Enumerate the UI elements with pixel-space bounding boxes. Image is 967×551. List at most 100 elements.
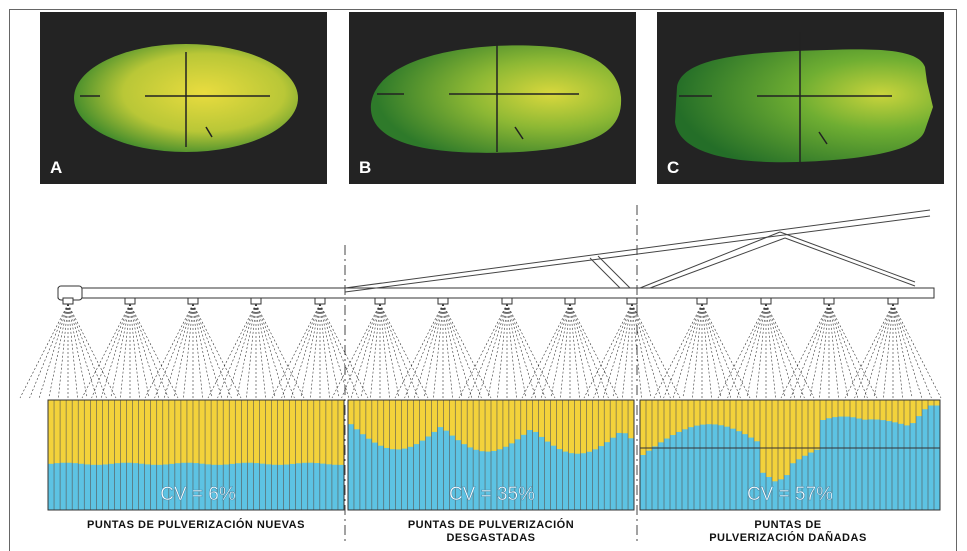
spray-ray xyxy=(379,303,419,399)
spray-ray xyxy=(129,303,169,399)
histogram-bar xyxy=(820,419,826,510)
spray-ray xyxy=(809,303,830,399)
spray-ray xyxy=(506,303,546,399)
nozzle-icon xyxy=(374,297,386,305)
spray-ray xyxy=(173,303,194,399)
spray-ray xyxy=(67,303,78,399)
histogram-bar xyxy=(235,463,242,510)
histogram-bar xyxy=(760,472,766,510)
histogram-bar xyxy=(217,464,224,510)
histogram-bar xyxy=(259,463,266,510)
spray-ray xyxy=(550,303,571,399)
histogram-bar xyxy=(479,451,486,510)
spray-ray xyxy=(413,303,444,399)
histogram-bar xyxy=(574,453,581,510)
spray-ray xyxy=(129,303,179,399)
photo-label-b: B xyxy=(359,158,372,177)
spray-ray xyxy=(442,303,492,399)
histogram-bar xyxy=(916,416,922,510)
histogram-bar xyxy=(568,453,575,510)
spray-ray xyxy=(521,303,571,399)
histogram-bar xyxy=(108,463,115,510)
histogram-bar xyxy=(114,463,121,510)
spray-ray xyxy=(631,303,652,399)
distribution-histograms xyxy=(47,399,941,511)
histogram-bar xyxy=(748,437,754,510)
caption-worn-line1: PUNTAS DE PULVERIZACIÓN xyxy=(407,519,575,531)
spray-ray xyxy=(663,303,703,399)
histogram-bar xyxy=(862,419,868,510)
spray-ray xyxy=(236,303,257,399)
histogram-bar xyxy=(580,453,587,510)
spray-fan xyxy=(653,303,751,399)
histogram-bar xyxy=(348,424,354,510)
spray-ray xyxy=(622,303,633,399)
nozzle-icon xyxy=(501,297,513,305)
spray-ray xyxy=(692,303,703,399)
histogram-bar xyxy=(526,430,533,510)
histogram-bar xyxy=(730,428,736,510)
spray-ray xyxy=(192,303,232,399)
histogram-bar xyxy=(395,449,402,510)
spray-ray xyxy=(192,303,213,399)
spray-ray xyxy=(255,303,295,399)
nozzle-icon xyxy=(62,297,74,305)
histogram-bar xyxy=(724,426,730,510)
spray-ray xyxy=(129,303,150,399)
spray-ray xyxy=(631,303,681,399)
histogram-bar xyxy=(138,463,145,510)
spray-ray xyxy=(246,303,257,399)
caption-damaged-line2: PULVERIZACIÓN DAÑADAS xyxy=(709,532,867,544)
spray-ray xyxy=(255,303,305,399)
spray-ray xyxy=(828,303,859,399)
histogram-bar xyxy=(443,430,450,510)
spray-fan xyxy=(780,303,878,399)
histogram-bar xyxy=(241,462,248,510)
spray-ray xyxy=(442,303,473,399)
histogram-bar xyxy=(688,427,694,510)
histogram-bar xyxy=(628,438,634,510)
histogram-bar xyxy=(832,417,838,510)
spray-ray xyxy=(423,303,444,399)
boom-bar xyxy=(57,287,935,299)
spray-ray xyxy=(192,303,223,399)
nozzle-icon xyxy=(887,297,899,305)
spray-ray xyxy=(701,303,751,399)
spray-ray xyxy=(487,303,508,399)
histogram-bar xyxy=(205,464,212,510)
histogram-bar xyxy=(712,424,718,510)
histogram-bar xyxy=(473,449,480,510)
histogram-bar xyxy=(886,421,892,510)
spray-ellipse-a xyxy=(40,12,327,184)
spray-ray xyxy=(319,303,330,399)
spray-ray xyxy=(506,303,537,399)
histogram-bar xyxy=(102,464,109,510)
spray-ray xyxy=(91,303,131,399)
histogram-bar xyxy=(485,451,491,510)
spray-ray xyxy=(653,303,703,399)
histogram-panel xyxy=(47,399,345,511)
spray-ray xyxy=(569,303,590,399)
histogram-bar xyxy=(808,452,814,510)
spray-ray xyxy=(163,303,194,399)
spray-pattern-photo-a: A xyxy=(40,12,327,184)
histogram-bar xyxy=(150,464,157,510)
histogram-bar xyxy=(295,463,302,510)
spray-fans-group xyxy=(19,303,942,399)
spray-ray xyxy=(593,303,633,399)
histogram-bar xyxy=(664,438,670,510)
spray-ray xyxy=(892,303,913,399)
spray-fan xyxy=(717,303,815,399)
histogram-bar xyxy=(132,463,139,510)
spray-ray xyxy=(458,303,508,399)
histogram-bar xyxy=(162,464,169,510)
histogram-bar xyxy=(229,463,236,510)
histogram-bar xyxy=(904,425,910,510)
nozzle-icon xyxy=(696,297,708,305)
histogram-bar xyxy=(319,463,326,510)
spray-ray xyxy=(790,303,830,399)
spray-ray xyxy=(765,303,776,399)
histogram-bar xyxy=(365,438,372,510)
histogram-bar xyxy=(700,424,706,510)
